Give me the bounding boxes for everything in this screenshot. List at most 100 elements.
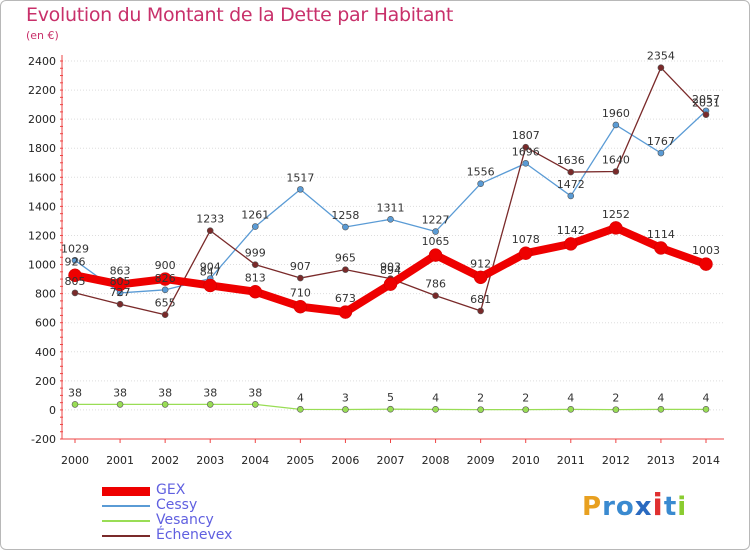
chart-subtitle: (en €)	[26, 29, 59, 42]
data-label-vesancy: 4	[432, 391, 439, 404]
data-label-échenevex: 727	[110, 286, 131, 299]
data-point-vesancy	[612, 406, 620, 413]
data-point-cessy	[567, 192, 575, 200]
data-point-gex	[609, 221, 623, 235]
data-point-échenevex	[567, 168, 575, 176]
data-point-vesancy	[567, 406, 575, 413]
data-point-cessy	[657, 149, 665, 157]
data-point-vesancy	[477, 406, 484, 413]
x-tick-label: 2002	[151, 454, 179, 467]
x-tick-label: 2005	[286, 454, 314, 467]
data-label-gex: 894	[380, 264, 401, 277]
data-label-cessy: 1227	[422, 214, 450, 227]
legend-swatch	[102, 520, 150, 522]
data-point-vesancy	[116, 401, 124, 408]
data-label-vesancy: 4	[567, 391, 574, 404]
data-point-gex	[564, 237, 578, 251]
data-label-cessy: 826	[155, 272, 176, 285]
data-label-échenevex: 965	[335, 252, 356, 265]
data-point-cessy	[71, 257, 79, 264]
data-point-vesancy	[342, 406, 349, 413]
data-label-cessy: 1696	[512, 145, 540, 158]
data-label-échenevex: 1233	[196, 213, 224, 226]
y-tick-label: 1000	[28, 259, 56, 272]
x-tick-label: 2007	[377, 454, 405, 467]
data-point-cessy	[161, 286, 169, 294]
data-label-échenevex: 786	[425, 278, 446, 291]
data-point-gex	[699, 257, 713, 271]
data-point-cessy	[522, 160, 530, 167]
data-label-vesancy: 38	[203, 386, 217, 399]
data-point-gex	[68, 268, 82, 283]
data-label-vesancy: 38	[68, 386, 82, 399]
y-tick-label: 200	[35, 375, 56, 388]
legend-label: Échenevex	[156, 527, 233, 543]
y-tick-label: 600	[35, 317, 56, 330]
data-label-échenevex: 655	[155, 297, 176, 310]
data-label-vesancy: 4	[703, 391, 710, 404]
data-point-cessy	[342, 223, 349, 231]
data-label-gex: 1252	[602, 208, 630, 221]
y-tick-label: 0	[49, 404, 56, 417]
data-point-échenevex	[251, 261, 259, 268]
data-label-vesancy: 38	[248, 386, 262, 399]
data-label-gex: 926	[65, 255, 86, 268]
data-point-gex	[248, 284, 263, 299]
data-point-vesancy	[387, 405, 394, 413]
data-point-échenevex	[657, 64, 665, 71]
x-tick-label: 2009	[467, 454, 495, 467]
x-tick-label: 2014	[692, 454, 720, 467]
chart-title: Evolution du Montant de la Dette par Hab…	[26, 4, 454, 26]
data-labels: 38 38 38 38 38 4 3 5 4 2 2 4 2 4 4 1029 805 826 904 1261 151…	[61, 50, 720, 405]
y-tick-label: -200	[31, 433, 56, 446]
data-label-cessy: 2057	[692, 93, 720, 106]
grid	[62, 60, 724, 440]
data-label-cessy: 1767	[647, 135, 675, 148]
data-label-gex: 673	[335, 292, 356, 305]
y-tick-label: 1600	[28, 171, 56, 184]
data-label-gex: 1003	[692, 244, 720, 257]
data-label-échenevex: 805	[65, 275, 86, 288]
data-point-gex	[428, 248, 443, 262]
data-label-cessy: 1960	[602, 107, 630, 120]
data-label-échenevex: 1636	[557, 154, 585, 167]
data-point-vesancy	[206, 401, 214, 408]
x-tick-label: 2012	[602, 454, 630, 467]
logo-letter: r	[602, 492, 616, 522]
data-label-échenevex: 681	[470, 293, 491, 306]
y-tick-label: 1200	[28, 229, 56, 242]
data-point-vesancy	[432, 406, 439, 413]
x-tick-label: 2006	[331, 454, 359, 467]
x-tick-label: 2013	[647, 454, 675, 467]
legend-label: Vesancy	[156, 512, 214, 528]
x-tick-label: 2001	[106, 454, 134, 467]
data-point-échenevex	[116, 300, 124, 308]
data-point-gex	[293, 299, 308, 314]
data-point-gex	[473, 270, 488, 285]
legend-swatch	[102, 505, 150, 507]
x-tick-label: 2004	[241, 454, 269, 467]
data-point-échenevex	[71, 289, 79, 297]
data-label-cessy: 1311	[377, 201, 405, 214]
y-tick-label: 2000	[28, 113, 56, 126]
data-label-gex: 1142	[557, 224, 585, 237]
data-point-échenevex	[161, 311, 169, 318]
data-label-vesancy: 4	[657, 391, 664, 404]
proxiti-logo: Proxiti	[582, 488, 687, 523]
data-point-vesancy	[161, 401, 169, 408]
logo-letter: o	[615, 492, 635, 522]
data-label-échenevex: 903	[380, 261, 401, 274]
data-point-cessy	[387, 216, 394, 223]
data-point-vesancy	[251, 401, 259, 408]
y-tick-label: 2400	[28, 55, 56, 68]
data-point-cessy	[251, 223, 259, 230]
data-point-gex	[338, 305, 353, 319]
x-tick-label: 2008	[422, 454, 450, 467]
data-label-cessy: 805	[110, 275, 131, 288]
axes: -200 0 200 400 600 800 1000 1200 1400 1600 1800 200…	[28, 55, 724, 467]
data-label-gex: 813	[245, 272, 266, 285]
data-point-échenevex	[612, 168, 620, 175]
data-label-cessy: 1556	[467, 166, 495, 179]
data-point-échenevex	[702, 111, 710, 118]
